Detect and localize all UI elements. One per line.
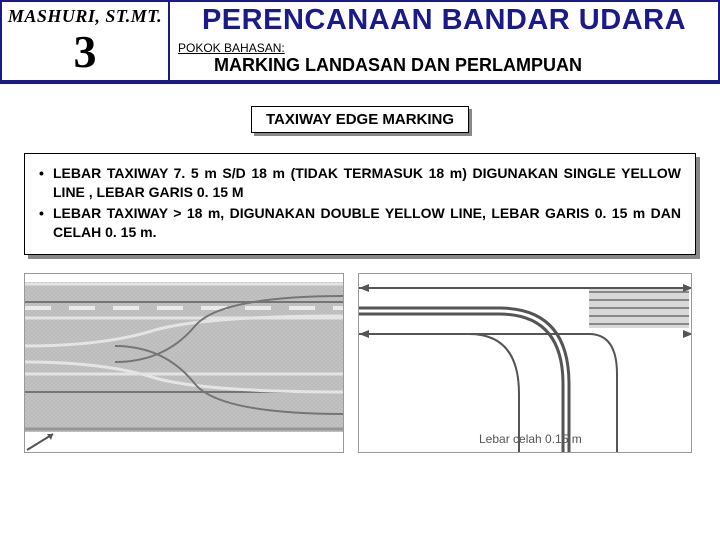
pokok-label: POKOK BAHASAN: — [178, 41, 710, 55]
bullet-text: LEBAR TAXIWAY > 18 m, DIGUNAKAN DOUBLE Y… — [53, 204, 681, 242]
header-row: MASHURI, ST.MT. 3 PERENCANAAN BANDAR UDA… — [0, 0, 720, 84]
bullet-item: • LEBAR TAXIWAY > 18 m, DIGUNAKAN DOUBLE… — [39, 204, 681, 242]
bullet-text: LEBAR TAXIWAY 7. 5 m S/D 18 m (TIDAK TER… — [53, 164, 681, 202]
chapter-number: 3 — [2, 29, 168, 75]
figure-caption: Lebar celah 0.15 m — [479, 432, 582, 446]
title-box: PERENCANAAN BANDAR UDARA POKOK BAHASAN: … — [170, 0, 720, 82]
section-title-container: TAXIWAY EDGE MARKING — [0, 106, 720, 133]
figures-row: Lebar celah 0.15 m — [24, 273, 696, 453]
taxiway-curve-svg — [359, 274, 692, 453]
bullet-item: • LEBAR TAXIWAY 7. 5 m S/D 18 m (TIDAK T… — [39, 164, 681, 202]
section-title: TAXIWAY EDGE MARKING — [251, 106, 469, 133]
bullet-dot: • — [39, 164, 53, 202]
author-name: MASHURI, ST.MT. — [2, 6, 168, 27]
bullet-dot: • — [39, 204, 53, 242]
figure-taxiway-curve: Lebar celah 0.15 m — [358, 273, 692, 453]
subtitle: MARKING LANDASAN DAN PERLAMPUAN — [214, 55, 710, 76]
subtitle-row: POKOK BAHASAN: MARKING LANDASAN DAN PERL… — [170, 39, 718, 80]
taxiway-split-svg — [25, 274, 344, 453]
content-box: • LEBAR TAXIWAY 7. 5 m S/D 18 m (TIDAK T… — [24, 153, 696, 255]
figure-taxiway-split — [24, 273, 344, 453]
author-box: MASHURI, ST.MT. 3 — [0, 0, 170, 82]
main-title: PERENCANAAN BANDAR UDARA — [170, 2, 718, 39]
